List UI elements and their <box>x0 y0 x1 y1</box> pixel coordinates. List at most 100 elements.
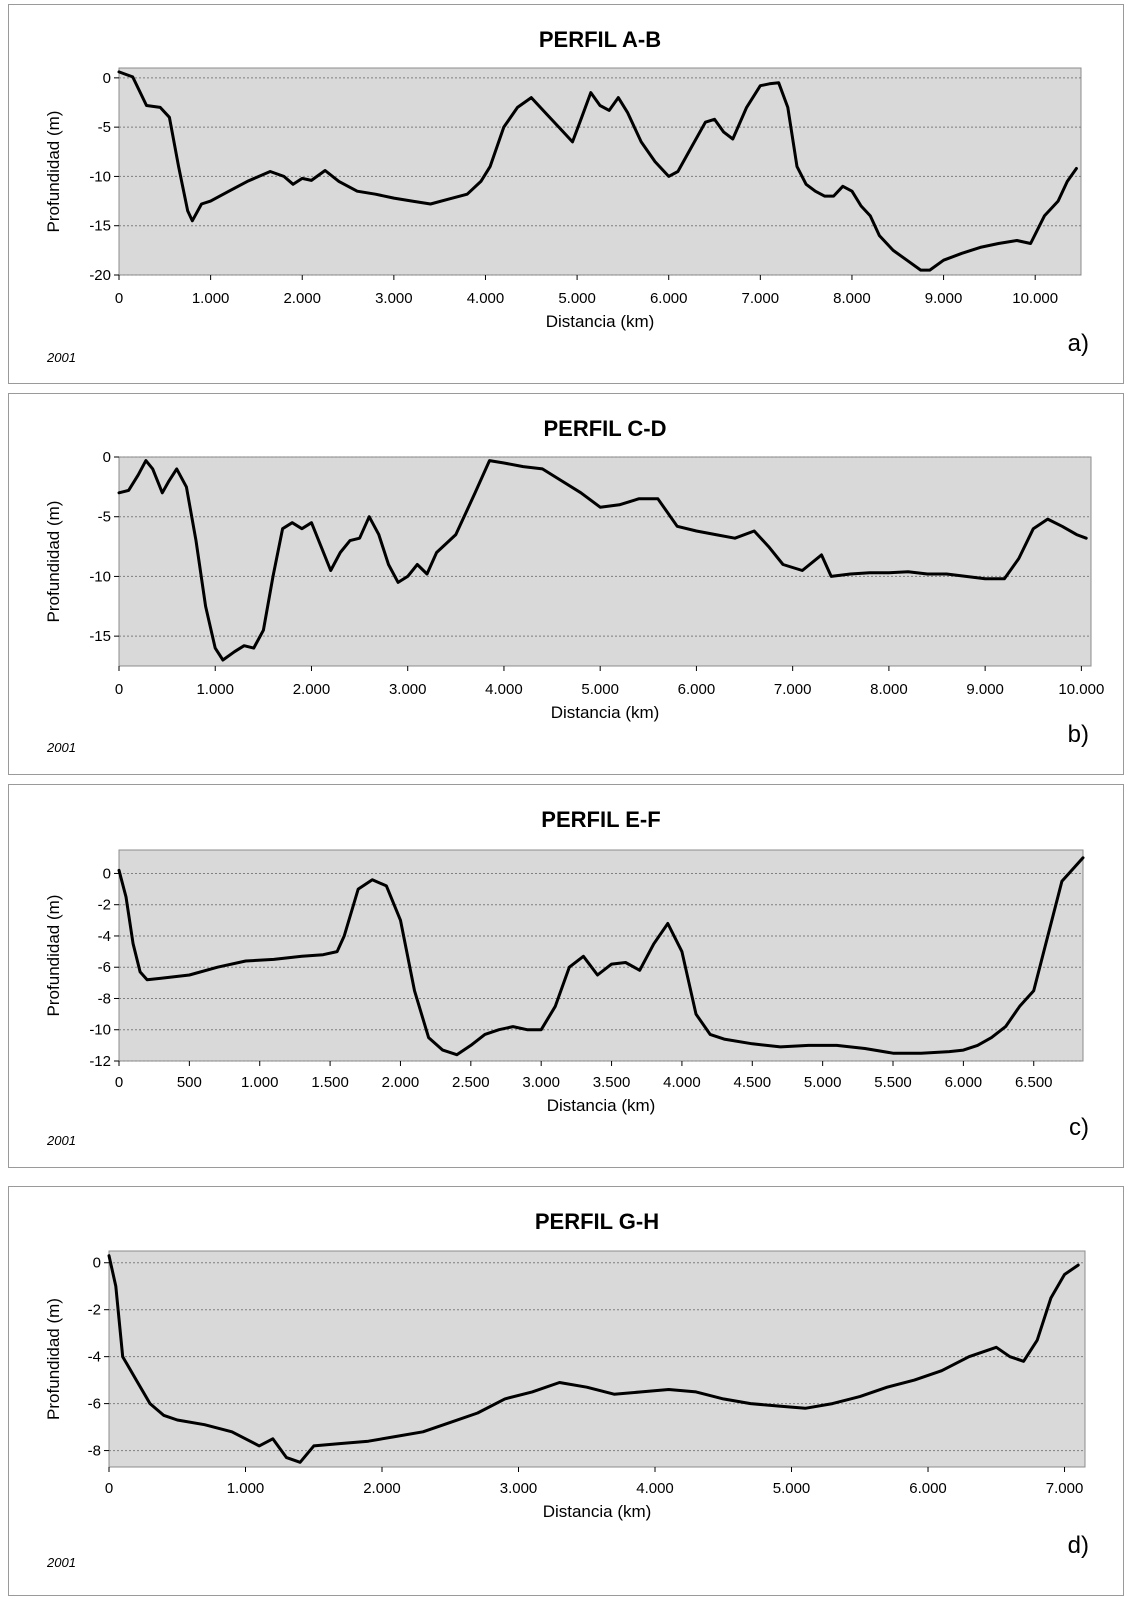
year-label: 2001 <box>46 350 76 365</box>
x-tick-label: 0 <box>115 1074 123 1091</box>
y-tick-label: -10 <box>89 1022 111 1039</box>
x-tick-label: 10.000 <box>1012 290 1058 307</box>
x-tick-label: 2.000 <box>382 1074 420 1091</box>
x-tick-label: 3.500 <box>593 1074 631 1091</box>
y-tick-label: -4 <box>98 928 111 945</box>
plot-area <box>118 67 1082 276</box>
x-tick-label: 7.000 <box>774 681 812 698</box>
y-tick-label: -2 <box>98 897 111 914</box>
y-tick-label: -4 <box>88 1349 101 1366</box>
plot-area <box>108 1250 1086 1468</box>
chart-svg: PERFIL G-H 0 -2 -4 -6 -8 0 1.000 2.000 3.000 4.000… <box>44 1209 1089 1570</box>
series-line <box>117 459 1088 662</box>
y-tick-label: 0 <box>103 449 111 466</box>
x-tick-label: 5.000 <box>581 681 619 698</box>
x-tick-label: 4.000 <box>636 1480 674 1497</box>
chart-panel-d: PERFIL G-H 0 -2 -4 -6 -8 0 1.000 2.000 3.000 4.000… <box>8 1186 1124 1596</box>
year-label: 2001 <box>46 740 76 755</box>
x-tick-label: 2.000 <box>293 681 331 698</box>
x-tick-label: 4.500 <box>734 1074 772 1091</box>
x-tick-label: 1.000 <box>241 1074 279 1091</box>
x-tick-label: 3.000 <box>522 1074 560 1091</box>
y-tick-label: -10 <box>89 168 111 185</box>
panel-label: c) <box>1069 1114 1089 1141</box>
x-tick-label: 1.500 <box>311 1074 349 1091</box>
x-tick-label: 8.000 <box>870 681 908 698</box>
x-tick-label: 9.000 <box>925 290 963 307</box>
y-tick-label: -10 <box>89 568 111 585</box>
x-axis-label: Distancia (km) <box>543 1502 652 1521</box>
series-line <box>107 1254 1080 1464</box>
y-axis-label: Profundidad (m) <box>44 1298 63 1420</box>
x-tick-label: 1.000 <box>227 1480 265 1497</box>
plot-area <box>118 456 1092 667</box>
chart-panel-a: PERFIL A-B 0 -5 -10 -15 -20 0 1.000 2.000 3.000 4.… <box>8 4 1124 384</box>
y-tick-label: 0 <box>103 865 111 882</box>
year-label: 2001 <box>46 1133 76 1148</box>
x-tick-label: 8.000 <box>833 290 871 307</box>
year-label: 2001 <box>46 1555 76 1570</box>
x-tick-label: 6.000 <box>945 1074 983 1091</box>
x-axis-label: Distancia (km) <box>546 312 655 331</box>
x-tick-label: 5.500 <box>874 1074 912 1091</box>
x-tick-label: 7.000 <box>1046 1480 1084 1497</box>
panel-label: a) <box>1068 330 1089 357</box>
y-tick-label: -5 <box>98 509 111 526</box>
x-tick-label: 4.000 <box>467 290 505 307</box>
x-tick-label: 3.000 <box>389 681 427 698</box>
x-tick-label: 4.000 <box>485 681 523 698</box>
x-tick-label: 5.000 <box>804 1074 842 1091</box>
chart-title: PERFIL E-F <box>541 807 660 832</box>
y-tick-label: -12 <box>89 1053 111 1070</box>
chart-panel-b: PERFIL C-D 0 -5 -10 -15 0 1.000 2.000 3.000 4.000… <box>8 393 1124 775</box>
y-axis-label: Profundidad (m) <box>44 111 63 233</box>
y-tick-label: -20 <box>89 267 111 284</box>
x-tick-label: 7.000 <box>742 290 780 307</box>
y-tick-label: -2 <box>88 1302 101 1319</box>
x-tick-label: 6.000 <box>678 681 716 698</box>
x-tick-label: 0 <box>105 1480 113 1497</box>
x-tick-label: 0 <box>115 681 123 698</box>
x-tick-label: 5.000 <box>558 290 596 307</box>
y-tick-label: 0 <box>93 1255 101 1272</box>
panel-label: b) <box>1068 721 1089 748</box>
x-tick-label: 1.000 <box>192 290 230 307</box>
x-tick-label: 6.000 <box>909 1480 947 1497</box>
y-tick-label: 0 <box>103 70 111 87</box>
x-tick-label: 6.500 <box>1015 1074 1053 1091</box>
x-axis-label: Distancia (km) <box>547 1096 656 1115</box>
x-axis-label: Distancia (km) <box>551 703 660 722</box>
y-axis-label: Profundidad (m) <box>44 501 63 623</box>
chart-title: PERFIL C-D <box>543 416 666 441</box>
x-tick-label: 5.000 <box>773 1480 811 1497</box>
chart-title: PERFIL G-H <box>535 1209 659 1234</box>
series-line <box>117 856 1085 1057</box>
panel-label: d) <box>1068 1532 1089 1559</box>
chart-svg: PERFIL C-D 0 -5 -10 -15 0 1.000 2.000 3.000 4.000… <box>44 416 1104 755</box>
x-tick-label: 9.000 <box>966 681 1004 698</box>
y-axis-label: Profundidad (m) <box>44 895 63 1017</box>
chart-svg: PERFIL A-B0-5-10-15-200 1.000 2.000 3.000 4.… <box>44 27 1089 365</box>
y-tick-label: -15 <box>89 628 111 645</box>
x-tick-label: 500 <box>177 1074 202 1091</box>
x-tick-label: 10.000 <box>1058 681 1104 698</box>
y-tick-label: -8 <box>98 990 111 1007</box>
x-tick-label: 3.000 <box>375 290 413 307</box>
x-tick-label: 2.500 <box>452 1074 490 1091</box>
y-tick-label: -5 <box>98 119 111 136</box>
y-tick-label: -15 <box>89 218 111 235</box>
chart-title: PERFIL A-B <box>539 27 661 52</box>
series-line <box>117 70 1078 272</box>
x-tick-label: 0 <box>115 290 123 307</box>
x-tick-label: 6.000 <box>650 290 688 307</box>
x-tick-label: 3.000 <box>500 1480 538 1497</box>
x-tick-label: 4.000 <box>663 1074 701 1091</box>
x-tick-label: 2.000 <box>363 1480 401 1497</box>
x-tick-label: 2.000 <box>283 290 321 307</box>
y-tick-label: -6 <box>88 1396 101 1413</box>
chart-panel-c: PERFIL E-F 0 -2 -4 -6 -8 -10 -12 0 500 1.000 1.500 2… <box>8 784 1124 1168</box>
y-tick-label: -6 <box>98 959 111 976</box>
y-tick-label: -8 <box>88 1443 101 1460</box>
x-tick-label: 1.000 <box>196 681 234 698</box>
chart-svg: PERFIL E-F0-2-4-6-8-10-120 500 1.000 1.500 2… <box>44 807 1089 1148</box>
